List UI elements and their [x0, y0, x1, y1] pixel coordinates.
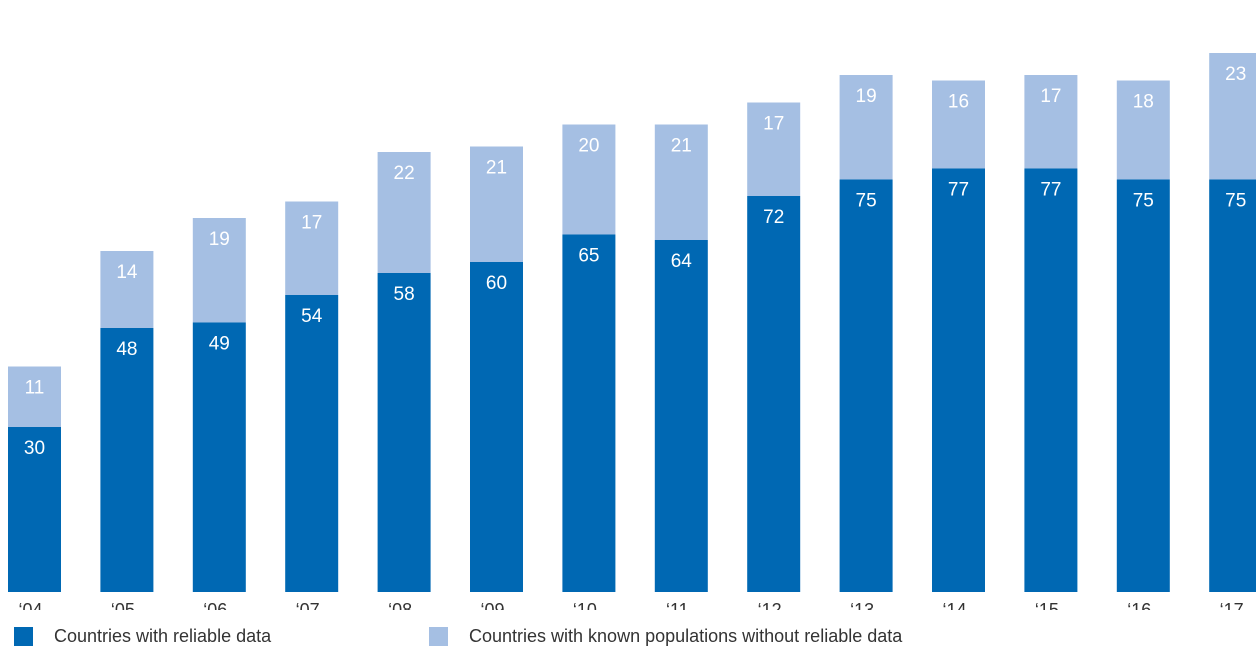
- legend: Countries with reliable data Countries w…: [14, 626, 1244, 648]
- bar-without-reliable: [747, 102, 801, 196]
- stacked-bar-chart: 30 11 ‘04 48 14 ‘05 49 19 ‘06 54 17 ‘07 58 22 ‘08 60 21 ‘…: [8, 53, 1256, 610]
- legend-item-without-reliable: Countries with known populations without…: [429, 626, 902, 647]
- bar-value-label-reliable: 60: [486, 273, 507, 294]
- bar-value-label-without-reliable: 20: [578, 136, 599, 157]
- x-tick-label: ‘11: [666, 600, 689, 610]
- bar-without-reliable: [654, 124, 708, 240]
- x-tick-label: ‘14: [942, 600, 966, 610]
- bar-reliable: [839, 179, 893, 592]
- legend-swatch-reliable: [14, 627, 33, 646]
- bar-reliable: [285, 295, 339, 592]
- bar-value-label-reliable: 75: [856, 191, 877, 212]
- bar-value-label-reliable: 75: [1133, 191, 1154, 212]
- bar-value-label-reliable: 77: [1040, 180, 1061, 201]
- bar-reliable: [1024, 168, 1078, 592]
- bar-value-label-reliable: 58: [394, 284, 415, 305]
- bar-reliable: [470, 262, 523, 592]
- bar-without-reliable: [470, 146, 523, 262]
- x-tick-label: ‘12: [758, 600, 782, 610]
- bar-value-label-without-reliable: 19: [209, 229, 230, 250]
- bar-value-label-without-reliable: 22: [394, 163, 415, 184]
- x-tick-label: ‘16: [1127, 600, 1151, 610]
- bar-value-label-reliable: 77: [948, 180, 969, 201]
- bar-value-label-reliable: 49: [209, 334, 230, 355]
- bar-value-label-without-reliable: 23: [1225, 64, 1246, 85]
- bar-reliable: [192, 322, 246, 592]
- bar-without-reliable: [1024, 75, 1078, 169]
- bar-without-reliable: [8, 366, 61, 427]
- bar-without-reliable: [562, 124, 616, 235]
- bar-value-label-reliable: 75: [1225, 191, 1246, 212]
- bar-without-reliable: [839, 75, 893, 180]
- bar-without-reliable: [285, 201, 339, 295]
- x-tick-label: ‘17: [1220, 600, 1244, 610]
- bar-without-reliable: [932, 80, 985, 169]
- bar-reliable: [932, 168, 985, 592]
- bar-reliable: [8, 427, 61, 592]
- x-tick-label: ‘04: [18, 600, 42, 610]
- legend-label-reliable: Countries with reliable data: [54, 626, 272, 646]
- bar-value-label-without-reliable: 18: [1133, 92, 1154, 113]
- bar-value-label-reliable: 72: [763, 207, 784, 228]
- bar-value-label-without-reliable: 17: [1040, 86, 1061, 107]
- bar-value-label-without-reliable: 14: [116, 262, 138, 283]
- legend-swatch-without-reliable: [429, 627, 448, 646]
- x-tick-label: ‘07: [296, 600, 320, 610]
- bar-value-label-without-reliable: 17: [763, 114, 784, 135]
- x-tick-label: ‘15: [1035, 600, 1059, 610]
- bar-value-label-reliable: 54: [301, 306, 323, 327]
- x-tick-label: ‘06: [203, 600, 227, 610]
- bar-value-label-reliable: 64: [671, 251, 693, 272]
- bar-value-label-without-reliable: 19: [856, 86, 877, 107]
- bar-value-label-reliable: 48: [116, 339, 137, 360]
- bar-reliable: [654, 240, 708, 592]
- bar-without-reliable: [377, 152, 431, 273]
- bar-value-label-without-reliable: 11: [25, 378, 45, 399]
- bar-without-reliable: [1209, 53, 1256, 180]
- bar-value-label-without-reliable: 17: [301, 213, 322, 234]
- bar-reliable: [562, 234, 616, 592]
- bar-reliable: [1116, 179, 1170, 592]
- bar-value-label-reliable: 65: [578, 246, 599, 267]
- bar-value-label-reliable: 30: [24, 438, 45, 459]
- x-tick-label: ‘05: [111, 600, 135, 610]
- bar-reliable: [100, 328, 154, 592]
- bar-value-label-without-reliable: 21: [671, 136, 692, 157]
- x-tick-label: ‘13: [850, 600, 874, 610]
- x-tick-label: ‘10: [573, 600, 597, 610]
- bar-value-label-without-reliable: 16: [948, 92, 969, 113]
- legend-label-without-reliable: Countries with known populations without…: [469, 626, 903, 646]
- bar-without-reliable: [1116, 80, 1170, 180]
- bar-reliable: [377, 273, 431, 592]
- bar-without-reliable: [100, 251, 154, 328]
- x-tick-label: ‘08: [388, 600, 412, 610]
- legend-item-reliable: Countries with reliable data: [14, 626, 271, 647]
- bar-value-label-without-reliable: 21: [486, 158, 507, 179]
- x-tick-label: ‘09: [480, 600, 504, 610]
- bar-without-reliable: [192, 218, 246, 323]
- bar-reliable: [1209, 179, 1256, 592]
- bar-reliable: [747, 196, 801, 592]
